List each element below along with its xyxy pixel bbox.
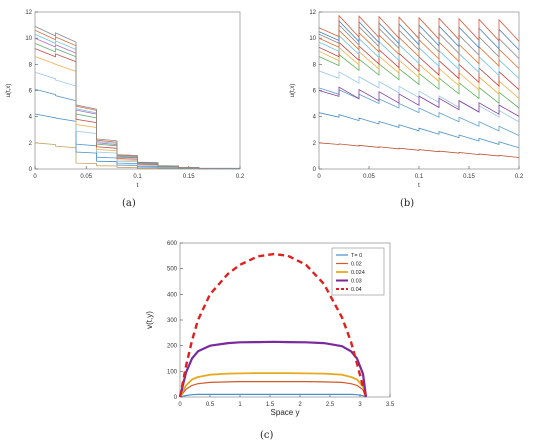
legend: T= 0 0.02 0.024 0.03 0.04 [331,247,385,296]
legend-label: 0.02 [351,262,362,268]
x-tick-label: 0.1 [133,174,142,180]
x-tick-label: 0 [178,402,182,408]
series-line [34,29,241,169]
caption-b: (b) [400,198,415,209]
y-tick-label: 0 [29,167,33,173]
y-tick-label: 0 [174,395,178,401]
series-line [318,86,520,117]
y-axis-label: u(t,x) [6,84,12,98]
y-tick-label: 10 [309,36,316,42]
y-tick-label: 100 [167,369,178,375]
series-line [318,112,520,149]
y-tick-label: 300 [167,318,178,324]
y-tick-label: 600 [167,241,178,247]
series-line [178,252,368,398]
chart-panel-a: 0 0.05 0.1 0.15 0.2 0 2 4 6 8 10 12 t u(t,x) [0,0,277,214]
x-tick-label: 3.5 [386,402,395,408]
y-tick-label: 2 [313,141,317,147]
chart-panel-b: 0 0.05 0.1 0.15 0.2 0 2 4 6 8 10 12 t u(t,x) [277,0,554,214]
series-line [34,43,241,169]
chart-panel-c: 0 0.5 1 1.5 2 2.5 3 3.5 0 100 200 300 400 500 600 Space… [135,230,435,447]
series-line [34,26,241,169]
y-tick-label: 6 [313,89,317,95]
x-tick-label: 0.5 [206,402,215,408]
legend-label: 0.024 [351,270,365,276]
legend-label: 0.03 [351,279,362,285]
y-tick-label: 400 [167,292,178,298]
legend-label: 0.04 [351,287,362,293]
x-tick-label: 0.2 [515,174,524,180]
x-tick-label: 0.15 [183,174,195,180]
y-tick-label: 200 [167,344,178,350]
x-tick-label: 1.5 [266,402,275,408]
series-line [318,14,520,42]
x-tick-label: 0.05 [80,174,92,180]
x-axis-label: t [137,183,139,189]
series-line [179,372,367,398]
caption-a: (a) [122,198,136,209]
series-line [179,393,367,398]
x-tick-label: 0.2 [236,174,245,180]
series-line [34,71,241,170]
x-tick-label: 0 [33,174,37,180]
y-tick-label: 2 [29,141,33,147]
y-tick-label: 8 [313,62,317,68]
y-tick-label: 12 [309,10,316,16]
y-axis-label: v(t,y) [145,311,154,329]
y-tick-label: 4 [29,115,33,121]
y-tick-label: 6 [29,89,33,95]
y-tick-label: 12 [25,10,32,16]
series-line [179,381,367,398]
chart-b-svg: 0 0.05 0.1 0.15 0.2 0 2 4 6 8 10 12 t u(t,x) [290,10,524,189]
x-tick-label: 1 [238,402,242,408]
chart-a-svg: 0 0.05 0.1 0.15 0.2 0 2 4 6 8 10 12 t u(t,x) [6,10,245,189]
series-line [178,340,368,398]
legend-label: T= 0 [351,253,362,259]
x-tick-label: 0.1 [415,174,424,180]
series-line [34,48,240,169]
series-line [318,142,520,158]
y-tick-label: 10 [25,36,32,42]
y-tick-label: 0 [313,167,317,173]
chart-c-svg: 0 0.5 1 1.5 2 2.5 3 3.5 0 100 200 300 400 500 600 Space… [145,241,395,417]
x-tick-label: 2 [298,402,302,408]
y-tick-label: 4 [313,115,317,121]
y-tick-label: 500 [167,267,178,273]
x-axis-label: Space y [271,408,300,417]
x-tick-label: 0.05 [363,174,375,180]
x-tick-label: 2.5 [326,402,335,408]
plot-frame [34,11,241,170]
caption-c: (c) [260,430,274,441]
x-tick-label: 0.15 [463,174,475,180]
series-line [34,56,240,169]
x-tick-label: 3 [358,402,362,408]
x-tick-label: 0 [317,174,321,180]
y-tick-label: 8 [29,62,33,68]
series-line [34,33,241,169]
x-axis-label: t [418,183,420,189]
y-axis-label: u(t,x) [290,84,296,98]
